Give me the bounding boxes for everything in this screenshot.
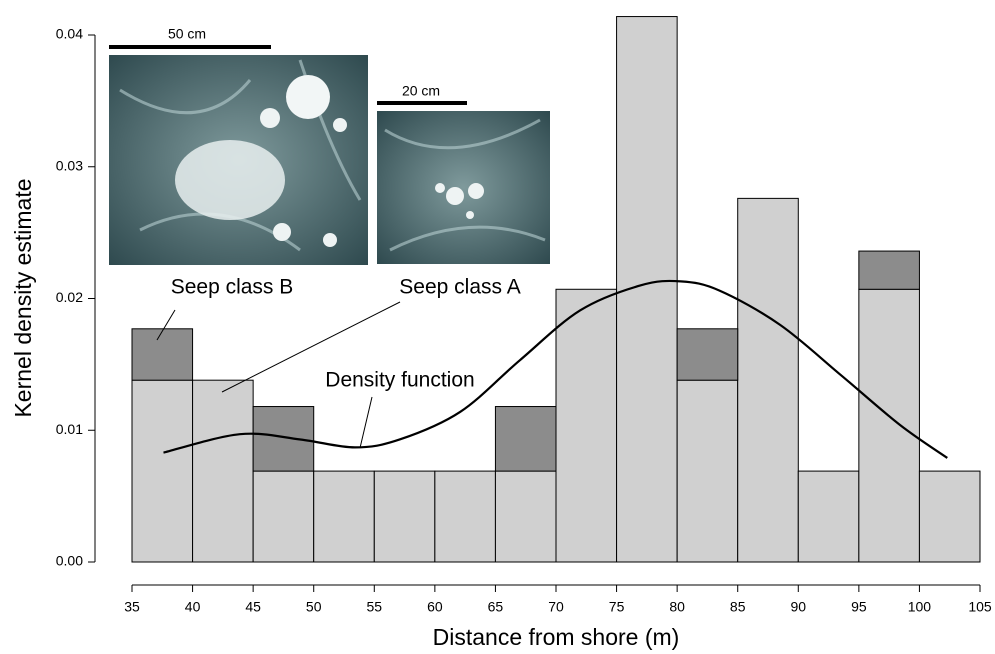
bar xyxy=(131,328,194,381)
x-tick-label: 100 xyxy=(908,599,932,615)
leader-line xyxy=(359,396,373,449)
x-tick-label: 105 xyxy=(968,599,992,615)
photo-class-a xyxy=(377,111,550,264)
bar xyxy=(676,328,739,381)
bar xyxy=(131,379,194,563)
bar xyxy=(192,379,254,563)
y-tick-label: 0.04 xyxy=(56,26,83,42)
x-tick-label: 65 xyxy=(488,599,504,615)
bar xyxy=(434,470,496,563)
bar xyxy=(676,379,739,563)
bar xyxy=(737,197,799,563)
bar xyxy=(858,288,920,563)
annotation: Seep class B xyxy=(171,276,294,299)
x-tick-label: 80 xyxy=(669,599,685,615)
y-tick-label: 0.02 xyxy=(56,289,83,305)
bar xyxy=(797,470,860,563)
bar xyxy=(918,470,981,563)
y-tick-label: 0.03 xyxy=(56,157,83,173)
bar xyxy=(858,250,920,290)
x-tick-label: 35 xyxy=(124,599,140,615)
bar xyxy=(373,470,436,563)
bar xyxy=(252,406,315,472)
bar xyxy=(313,470,375,563)
x-axis-title: Distance from shore (m) xyxy=(433,624,680,650)
y-tick-label: 0.01 xyxy=(56,421,83,437)
leader-line xyxy=(156,309,176,341)
x-tick-label: 60 xyxy=(427,599,443,615)
x-tick-label: 50 xyxy=(306,599,322,615)
bar xyxy=(494,406,557,472)
x-tick-label: 55 xyxy=(366,599,382,615)
x-tick-label: 70 xyxy=(548,599,564,615)
scale-label: 20 cm xyxy=(402,83,440,99)
density-line xyxy=(163,279,948,459)
bar xyxy=(555,288,618,563)
annotation: Seep class A xyxy=(399,276,520,299)
x-tick-label: 90 xyxy=(790,599,806,615)
y-tick-label: 0.00 xyxy=(56,553,83,569)
x-tick-label: 95 xyxy=(851,599,867,615)
y-axis-title: Kernel density estimate xyxy=(10,178,36,417)
bar xyxy=(494,470,557,563)
x-tick-label: 45 xyxy=(245,599,261,615)
leader-line xyxy=(221,301,401,393)
x-tick-label: 75 xyxy=(609,599,625,615)
x-tick-label: 85 xyxy=(730,599,746,615)
annotation: Density function xyxy=(325,369,474,392)
x-tick-label: 40 xyxy=(185,599,201,615)
bar xyxy=(252,470,315,563)
scale-label: 50 cm xyxy=(168,26,206,42)
photo-class-b xyxy=(109,55,368,265)
